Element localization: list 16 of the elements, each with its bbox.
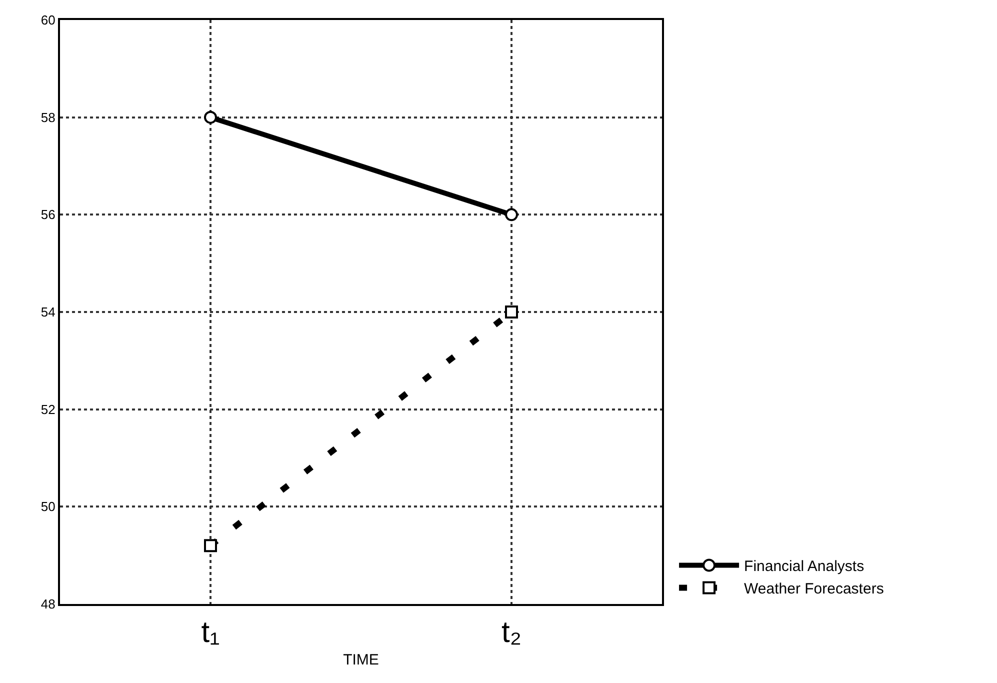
y-tick-label: 60: [40, 12, 56, 28]
y-tick-label: 48: [40, 596, 56, 612]
x-tick-label: t₂: [502, 616, 522, 649]
legend-label: Weather Forecasters: [744, 580, 884, 598]
legend-label: Financial Analysts: [744, 558, 864, 576]
y-tick-label: 54: [40, 304, 56, 320]
y-tick-label: 58: [40, 110, 56, 125]
y-tick-label: 50: [40, 499, 56, 514]
x-axis-title: TIME: [343, 652, 379, 668]
point: [204, 110, 217, 124]
y-tick-label: 52: [40, 402, 56, 417]
y-tick-label: 56: [40, 207, 56, 222]
point: [505, 306, 518, 318]
x-tick-label: t₁: [201, 616, 220, 649]
point: [505, 208, 518, 222]
point: [204, 539, 217, 552]
